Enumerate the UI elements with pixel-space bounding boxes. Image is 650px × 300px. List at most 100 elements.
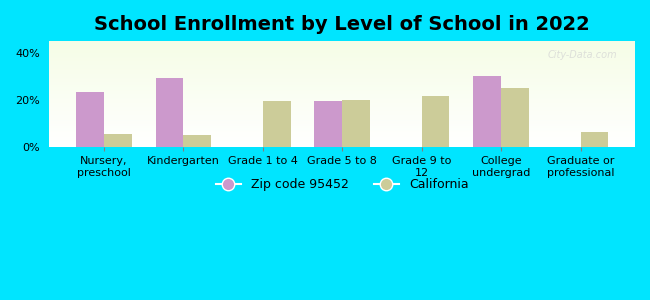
Bar <box>49 100 635 101</box>
Bar <box>49 134 635 136</box>
Bar <box>49 118 635 120</box>
Text: City-Data.com: City-Data.com <box>548 50 617 60</box>
Bar <box>49 77 635 78</box>
Bar <box>49 129 635 130</box>
Bar <box>49 111 635 112</box>
Bar <box>49 114 635 115</box>
Bar <box>49 75 635 76</box>
Bar <box>49 141 635 142</box>
Bar <box>49 95 635 96</box>
Bar <box>49 130 635 131</box>
Bar <box>49 68 635 69</box>
Bar <box>49 76 635 77</box>
Bar <box>49 70 635 71</box>
Bar <box>422 97 450 147</box>
Bar <box>49 46 635 47</box>
Bar <box>155 78 183 147</box>
Bar <box>49 65 635 67</box>
Title: School Enrollment by Level of School in 2022: School Enrollment by Level of School in … <box>94 15 590 34</box>
Bar <box>501 88 529 147</box>
Bar <box>49 81 635 83</box>
Bar <box>49 93 635 94</box>
Bar <box>473 76 501 147</box>
Bar <box>76 92 104 147</box>
Bar <box>49 59 635 60</box>
Bar <box>49 97 635 98</box>
Bar <box>49 69 635 70</box>
Bar <box>104 134 132 147</box>
Bar <box>49 53 635 54</box>
Bar <box>49 105 635 106</box>
Bar <box>49 99 635 101</box>
Bar <box>49 79 635 80</box>
Bar <box>49 146 635 147</box>
Bar <box>49 43 635 44</box>
Bar <box>49 87 635 88</box>
Bar <box>49 109 635 110</box>
Bar <box>49 126 635 127</box>
Bar <box>49 61 635 62</box>
Bar <box>49 91 635 92</box>
Bar <box>49 92 635 93</box>
Bar <box>49 90 635 91</box>
Bar <box>49 67 635 68</box>
Bar <box>49 58 635 59</box>
Bar <box>49 57 635 58</box>
Bar <box>49 85 635 87</box>
Bar <box>49 103 635 104</box>
Bar <box>49 124 635 125</box>
Bar <box>49 138 635 139</box>
Bar <box>580 132 608 147</box>
Legend: Zip code 95452, California: Zip code 95452, California <box>211 173 473 196</box>
Bar <box>49 140 635 141</box>
Bar <box>49 125 635 126</box>
Bar <box>49 106 635 107</box>
Bar <box>315 101 343 147</box>
Bar <box>49 108 635 109</box>
Bar <box>49 143 635 144</box>
Bar <box>49 47 635 49</box>
Bar <box>49 88 635 89</box>
Bar <box>49 73 635 74</box>
Bar <box>49 63 635 64</box>
Bar <box>49 145 635 146</box>
Bar <box>49 122 635 123</box>
Bar <box>49 98 635 99</box>
Bar <box>49 83 635 85</box>
Bar <box>49 72 635 73</box>
Bar <box>49 131 635 132</box>
Bar <box>49 104 635 105</box>
Bar <box>49 80 635 81</box>
Bar <box>49 144 635 145</box>
Bar <box>49 142 635 143</box>
Bar <box>49 42 635 43</box>
Bar <box>49 120 635 121</box>
Bar <box>49 136 635 138</box>
Bar <box>49 62 635 63</box>
Bar <box>49 44 635 45</box>
Bar <box>49 116 635 117</box>
Bar <box>49 60 635 61</box>
Bar <box>49 51 635 52</box>
Bar <box>49 49 635 50</box>
Bar <box>49 139 635 140</box>
Bar <box>49 123 635 124</box>
Bar <box>49 110 635 111</box>
Bar <box>49 50 635 51</box>
Bar <box>49 54 635 55</box>
Bar <box>49 113 635 114</box>
Bar <box>49 52 635 53</box>
Bar <box>49 45 635 46</box>
Bar <box>49 107 635 108</box>
Bar <box>343 100 370 147</box>
Bar <box>49 132 635 133</box>
Bar <box>49 64 635 65</box>
Bar <box>49 117 635 119</box>
Bar <box>49 128 635 129</box>
Bar <box>49 121 635 122</box>
Bar <box>263 101 291 147</box>
Bar <box>49 115 635 116</box>
Bar <box>49 56 635 57</box>
Bar <box>183 135 211 147</box>
Bar <box>49 127 635 128</box>
